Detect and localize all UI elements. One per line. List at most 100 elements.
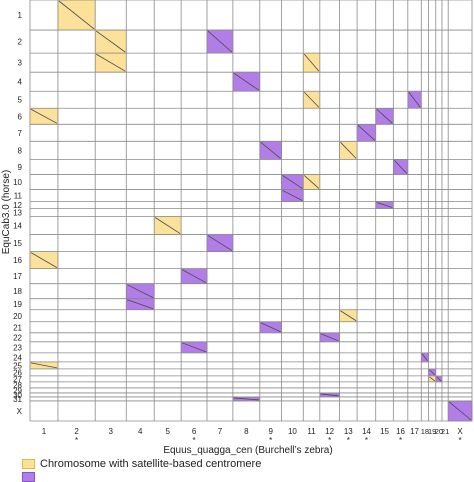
alignment-line-x4-y19 xyxy=(127,299,154,310)
legend-item-satellite: Chromosome with satellite-based centrome… xyxy=(22,458,261,470)
alignment-line-x11-y3 xyxy=(303,53,320,72)
y-tick-label: 30 xyxy=(13,391,22,400)
y-tick-label: 31 xyxy=(13,395,22,404)
x-tick-marker: * xyxy=(269,436,272,445)
alignment-line-x1-y16 xyxy=(30,252,58,268)
y-tick-label: 29 xyxy=(13,386,22,395)
y-tick-label: 13 xyxy=(13,209,22,218)
x-tick-label: 12 xyxy=(325,427,334,436)
y-tick-label: 22 xyxy=(13,333,22,342)
x-tick-marker: * xyxy=(328,436,331,445)
y-tick-label: 16 xyxy=(13,256,22,265)
x-tick-label: 8 xyxy=(244,427,249,436)
alignment-line-x12-y22 xyxy=(320,333,339,342)
alignment-line-x20-y27 xyxy=(436,376,442,382)
alignment-line-x9-y8 xyxy=(260,142,281,159)
alignment-line-xX-yX xyxy=(448,401,472,421)
y-tick-label: 21 xyxy=(13,323,22,332)
alignment-line-x7-y2 xyxy=(207,30,233,53)
y-tick-label: 24 xyxy=(13,353,22,362)
legend-label-satellite: Chromosome with satellite-based centrome… xyxy=(40,458,262,470)
x-tick-label: 9 xyxy=(268,427,273,436)
x-tick-label: 10 xyxy=(288,427,297,436)
y-tick-label: 6 xyxy=(18,112,23,121)
x-tick-label: 7 xyxy=(218,427,223,436)
alignment-line-x3-y3 xyxy=(96,53,126,72)
x-tick-label: 21 xyxy=(441,427,449,436)
alignment-line-x6-y17 xyxy=(181,269,207,284)
y-tick-label: 1 xyxy=(18,11,23,20)
y-tick-label: 2 xyxy=(18,38,23,47)
alignment-line-x9-y21 xyxy=(260,322,281,333)
y-tick-label: 10 xyxy=(13,178,22,187)
y-axis-title: EquCab3.0 (horse) xyxy=(1,170,12,255)
y-tick-label: 5 xyxy=(18,96,23,105)
y-tick-label: 23 xyxy=(13,343,22,352)
alignment-line-x10-y11 xyxy=(282,190,303,201)
alignment-line-x12-y30 xyxy=(320,393,339,397)
x-tick-label: 17 xyxy=(410,427,419,436)
x-tick-label: 6 xyxy=(192,427,197,436)
alignment-line-x11-y10 xyxy=(304,175,320,189)
x-tick-label: 13 xyxy=(344,427,353,436)
alignment-line-x4-y18 xyxy=(127,284,154,299)
y-tick-label: 25 xyxy=(13,361,22,370)
alignment-line-x2-y1 xyxy=(58,0,95,30)
x-tick-label: 15 xyxy=(380,427,389,436)
alignment-line-x5-y14 xyxy=(154,217,181,234)
x-tick-label: X xyxy=(457,427,463,436)
alignment-line-x8-y4 xyxy=(233,72,260,91)
x-tick-marker: * xyxy=(365,436,368,445)
alignment-line-x19-y27 xyxy=(429,376,436,382)
alignment-line-x7-y15 xyxy=(207,235,233,251)
y-tick-label: 19 xyxy=(13,300,22,309)
alignment-line-x16-y9 xyxy=(394,160,408,174)
x-tick-label: 14 xyxy=(362,427,371,436)
x-tick-label: 16 xyxy=(396,427,405,436)
y-tick-label: 9 xyxy=(18,163,23,172)
alignment-line-x11-y5 xyxy=(303,91,320,108)
alignment-line-x10-y10 xyxy=(282,175,303,189)
alignment-line-x3-y2 xyxy=(95,30,126,53)
x-tick-label: 19 xyxy=(428,427,436,436)
x-tick-marker: * xyxy=(399,436,402,445)
y-tick-label: 26 xyxy=(13,368,22,377)
y-tick-label: 3 xyxy=(18,59,23,68)
alignment-line-x17-y5 xyxy=(408,91,421,108)
legend-swatch-satellite xyxy=(22,459,35,469)
x-tick-marker: * xyxy=(347,436,350,445)
x-tick-marker: * xyxy=(75,436,78,445)
alignment-line-x13-y8 xyxy=(340,142,357,159)
alignment-line-x1-y25 xyxy=(30,362,58,369)
alignment-line-x8-y31 xyxy=(233,397,259,401)
alignment-line-x1-y6 xyxy=(30,108,58,124)
x-tick-marker: * xyxy=(459,436,462,445)
alignment-line-x15-y6 xyxy=(376,108,393,124)
y-tick-label: 18 xyxy=(13,287,22,296)
alignment-line-x14-y7 xyxy=(357,124,376,141)
x-tick-label: 4 xyxy=(138,427,143,436)
y-tick-label: 7 xyxy=(18,129,23,138)
alignment-line-x6-y23 xyxy=(181,342,207,353)
x-tick-label: 1 xyxy=(42,427,47,436)
x-tick-label: 3 xyxy=(109,427,114,436)
y-tick-label: 11 xyxy=(14,191,23,200)
alignment-line-x13-y20 xyxy=(340,310,357,322)
y-tick-label: 15 xyxy=(13,239,22,248)
y-tick-label: 27 xyxy=(13,375,22,384)
x-tick-label: 18 xyxy=(421,427,429,436)
y-tick-label: 14 xyxy=(13,222,22,231)
y-tick-label: 28 xyxy=(13,381,22,390)
x-tick-label: 20 xyxy=(435,427,443,436)
alignment-line-x19-y26 xyxy=(429,369,436,376)
y-tick-label: 12 xyxy=(13,201,22,210)
alignment-line-x18-y24 xyxy=(421,353,428,362)
x-tick-label: 5 xyxy=(165,427,170,436)
y-tick-label: 8 xyxy=(18,146,23,155)
y-tick-label: 17 xyxy=(13,272,22,281)
x-axis-title: Equus_quagga_cen (Burchell’s zebra) xyxy=(163,445,332,456)
alignment-line-x15-y12 xyxy=(376,202,393,208)
y-tick-label: 20 xyxy=(13,312,22,321)
y-tick-label: 4 xyxy=(18,78,23,87)
